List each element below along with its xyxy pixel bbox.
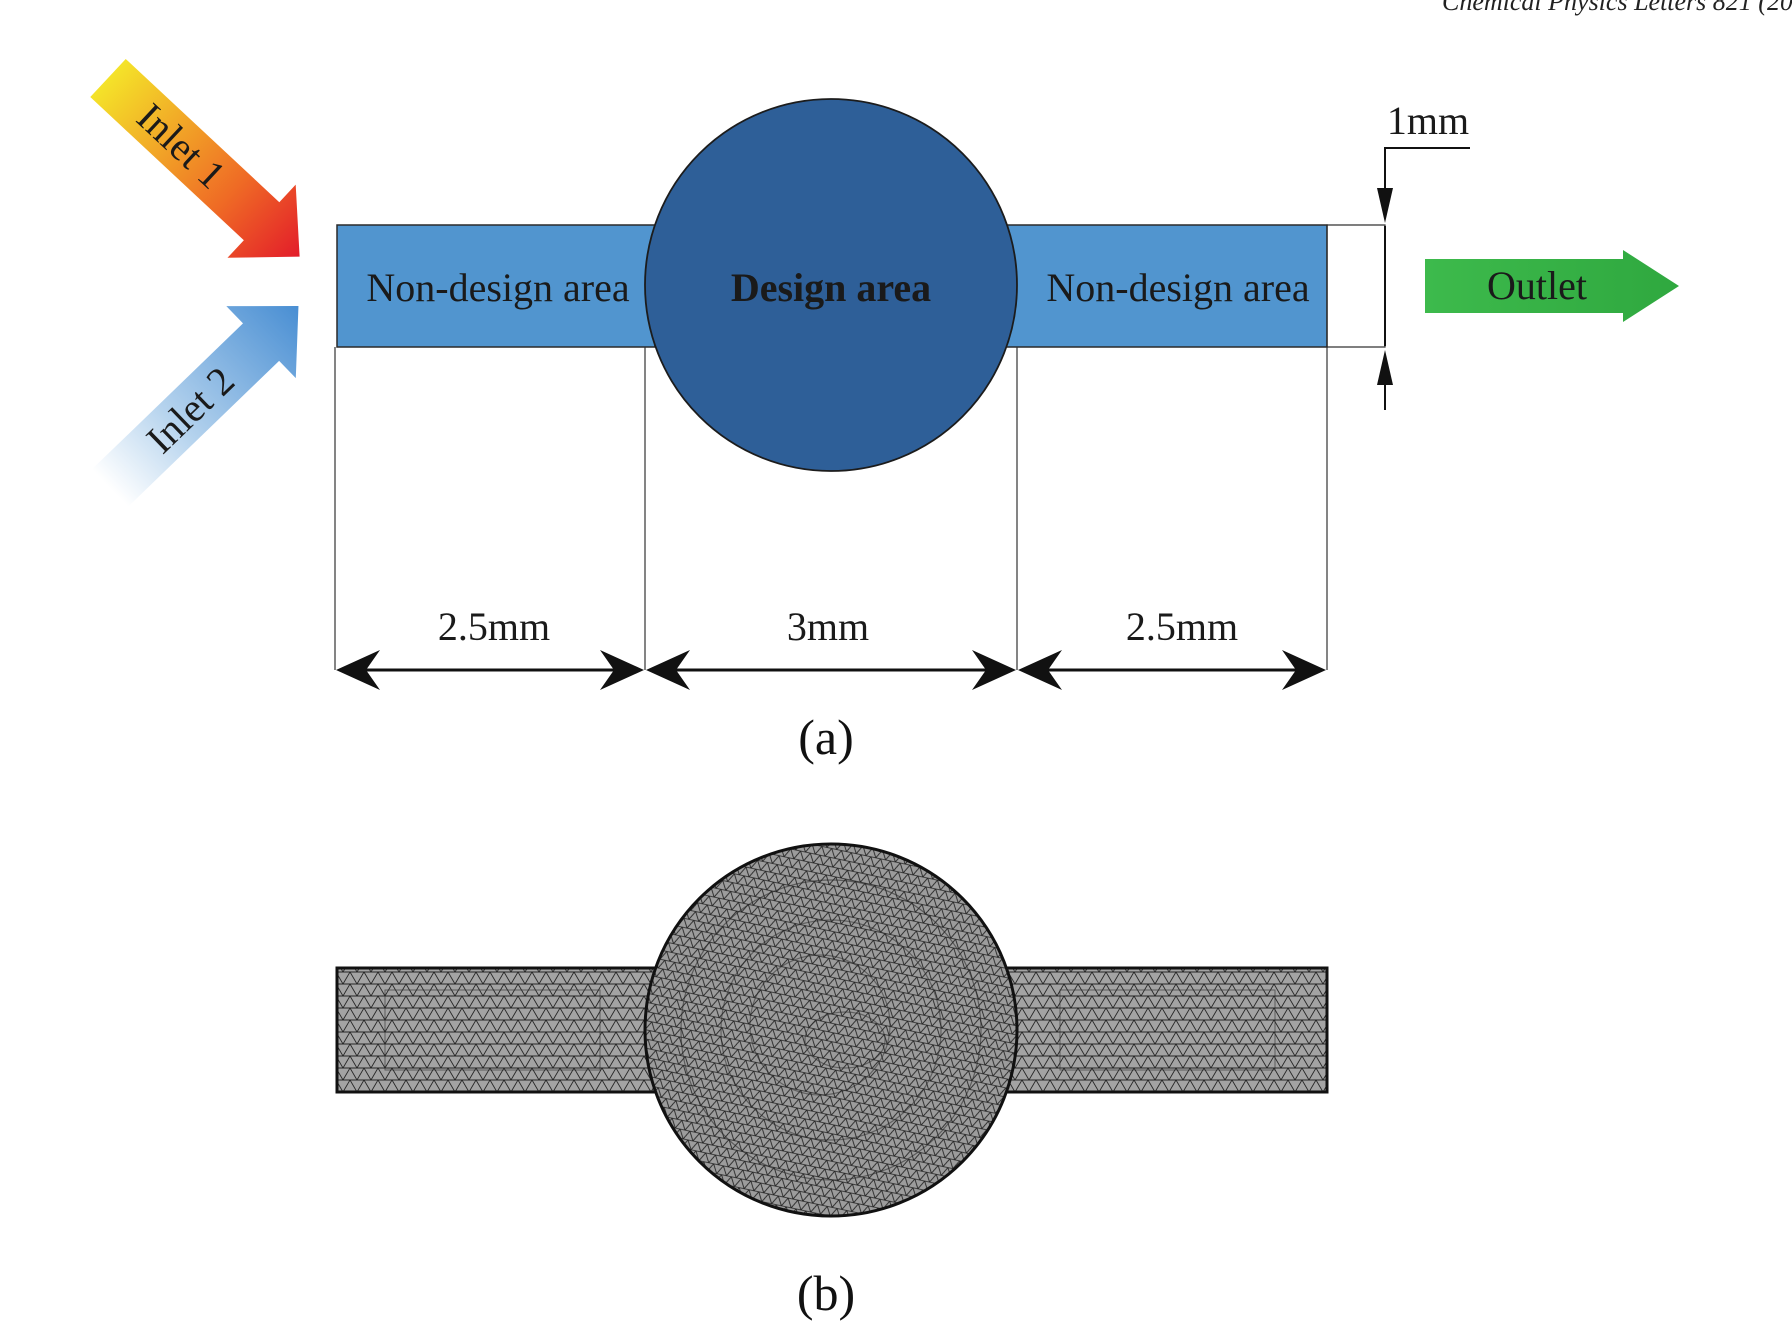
caption-a: (a) [798, 709, 854, 765]
extension-lines [334, 347, 1328, 670]
mesh-left-channel [335, 966, 657, 1094]
right-non-design-region [999, 224, 1328, 348]
caption-b: (b) [797, 1265, 855, 1321]
design-region [644, 98, 1018, 472]
right-region-label: Non-design area [1046, 265, 1309, 310]
inlet-1-arrow: Inlet 1 [90, 58, 300, 258]
mesh-design-region [643, 842, 1019, 1218]
running-header: Chemical Physics Letters 821 (20 [1442, 0, 1792, 16]
figure-a: Non-design area Design area Non-design a… [90, 58, 1679, 765]
width-dimension [1377, 147, 1470, 410]
figure-b-mesh: (b) [335, 842, 1329, 1321]
mesh-right-channel [998, 966, 1329, 1094]
center-diameter-label: 3mm [787, 604, 869, 649]
left-non-design-region [336, 224, 656, 348]
outlet-label: Outlet [1487, 263, 1587, 308]
left-region-label: Non-design area [366, 265, 629, 310]
inlet-2-arrow: Inlet 2 [91, 305, 299, 507]
left-length-label: 2.5mm [438, 604, 550, 649]
dimension-arrows [336, 650, 1326, 690]
channel-extension-outline [1326, 224, 1386, 348]
right-length-label: 2.5mm [1126, 604, 1238, 649]
width-dimension-label: 1mm [1387, 98, 1469, 143]
design-region-label: Design area [731, 265, 931, 310]
outlet-arrow: Outlet [1425, 250, 1679, 322]
